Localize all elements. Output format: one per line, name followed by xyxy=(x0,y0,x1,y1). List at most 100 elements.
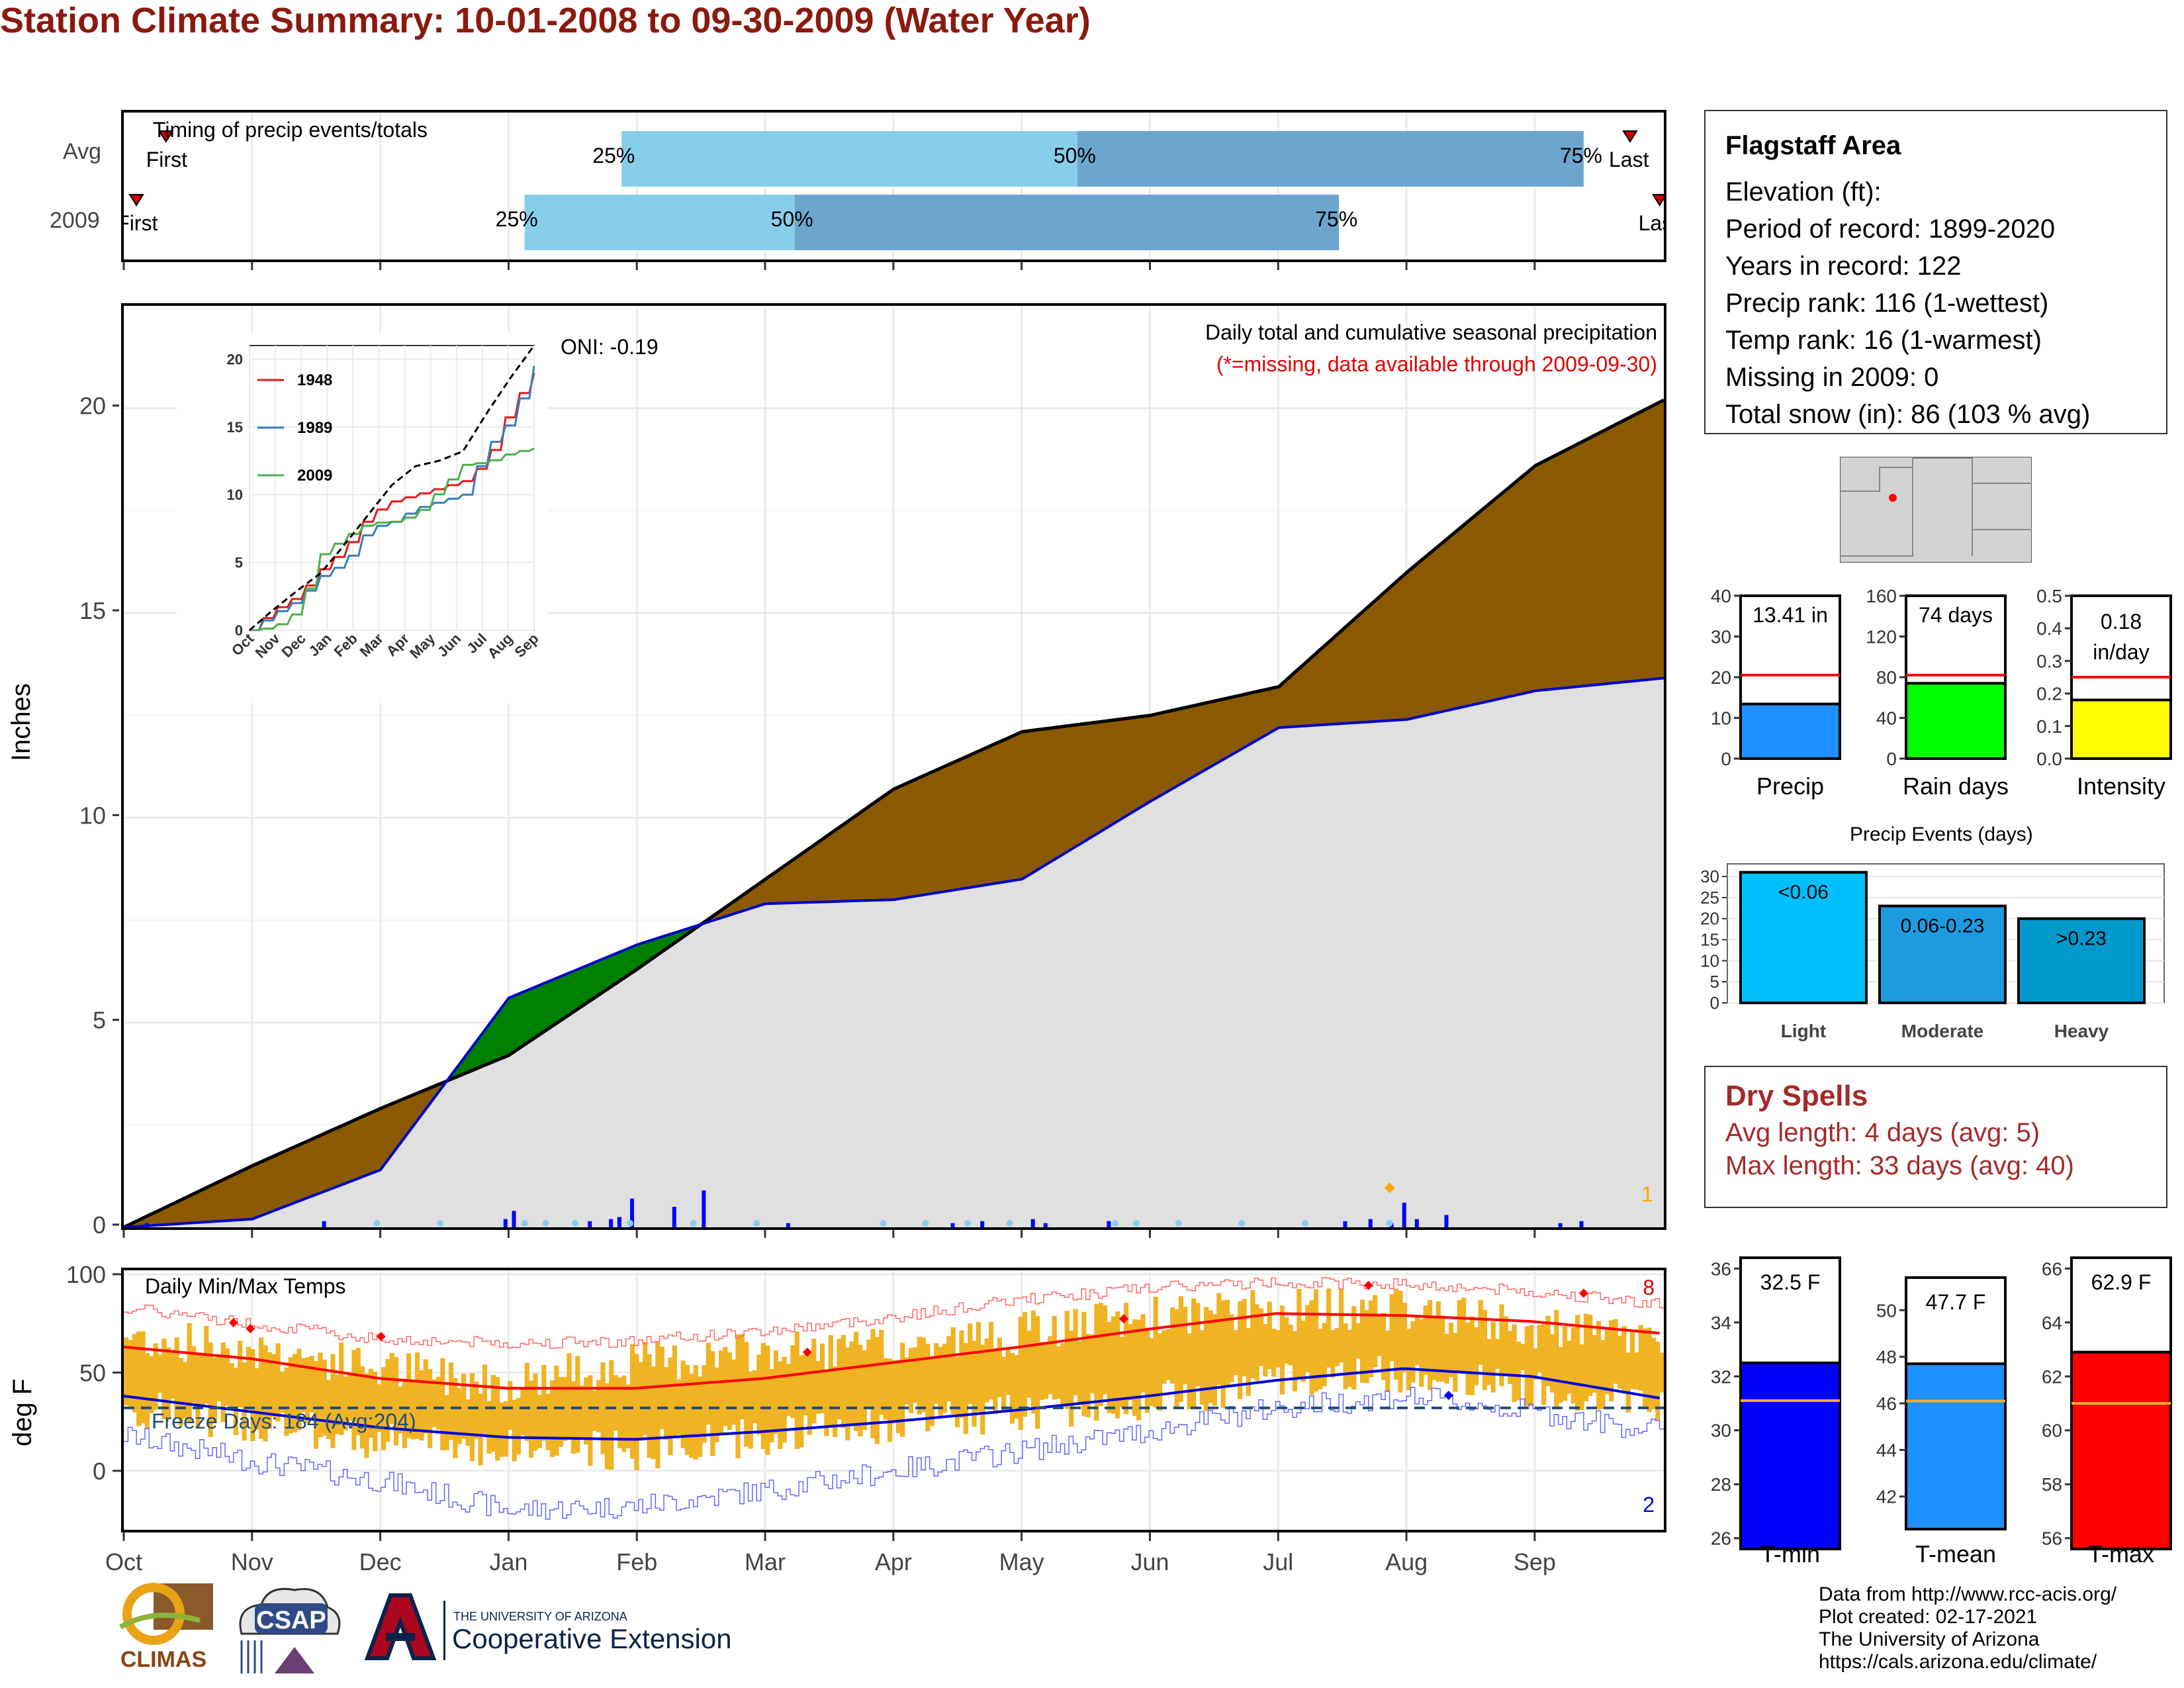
daily-temp-bar xyxy=(976,1322,981,1412)
daily-temp-bar xyxy=(1094,1304,1099,1421)
ua-logo xyxy=(364,1593,437,1660)
daily-temp-bar xyxy=(1048,1336,1053,1395)
record-high-marker xyxy=(1118,1314,1128,1324)
gauge-label-1: Rain days xyxy=(1903,773,2009,800)
avg-max-line xyxy=(124,1312,1660,1390)
daily-temp-bar xyxy=(934,1343,939,1404)
map-background xyxy=(1840,457,2032,563)
record-high-marker xyxy=(802,1347,812,1357)
events-tick-label: 10 xyxy=(1700,951,1719,970)
gauge-label-0: Precip xyxy=(1756,773,1824,800)
daily-temp-bar xyxy=(195,1354,201,1427)
temp-ytick-label: 100 xyxy=(66,1261,106,1288)
gauge-tick-label: 80 xyxy=(1876,667,1897,688)
temp-chart xyxy=(124,1270,1664,1530)
gauge-tick-label: 10 xyxy=(1711,708,1731,729)
gauge-tick-label: 0.2 xyxy=(2036,684,2062,704)
events-tick-label: 25 xyxy=(1700,888,1719,908)
daily-temp-bar xyxy=(1508,1331,1513,1384)
daily-temp-bar xyxy=(1432,1316,1437,1380)
precip-title: Daily total and cumulative seasonal prec… xyxy=(1205,320,1657,344)
daily-temp-bar xyxy=(1482,1309,1488,1390)
daily-precip-bar xyxy=(950,1223,955,1227)
daily-temp-bar xyxy=(1170,1307,1175,1384)
daily-snow-marker xyxy=(880,1220,887,1227)
inset-panel: 0 5 10 15 20 Oct Nov Dec Jan Feb Mar Apr May Jun Jul Au… xyxy=(177,332,547,703)
daily-temp-bar xyxy=(858,1344,863,1436)
daily-temp-bar xyxy=(520,1388,525,1435)
daily-temp-bar xyxy=(1014,1355,1019,1419)
daily-temp-bar xyxy=(238,1340,243,1408)
daily-temp-bar xyxy=(891,1360,897,1422)
daily-temp-bar xyxy=(132,1334,137,1413)
daily-temp-bar xyxy=(807,1351,812,1435)
daily-precip-bar xyxy=(609,1219,614,1227)
daily-temp-bar xyxy=(469,1373,475,1462)
inset-xtick-label: May xyxy=(406,630,438,661)
gauge-tick-label: 40 xyxy=(1711,586,1731,606)
daily-temp-bar xyxy=(609,1360,614,1470)
daily-temp-bar xyxy=(1297,1289,1302,1379)
daily-temp-bar xyxy=(1064,1311,1069,1409)
daily-temp-bar xyxy=(567,1353,572,1438)
daily-temp-bar xyxy=(1090,1334,1095,1393)
daily-temp-bar xyxy=(216,1356,222,1401)
daily-temp-bar xyxy=(1052,1315,1057,1400)
temp-xtick-label: Dec xyxy=(359,1548,402,1575)
daily-temp-bar xyxy=(638,1362,643,1441)
daily-temp-bar xyxy=(664,1367,669,1440)
daily-temp-bar xyxy=(423,1359,428,1434)
daily-temp-bar xyxy=(1503,1316,1508,1374)
daily-temp-bar xyxy=(879,1330,884,1415)
event-bar-moderate xyxy=(1878,904,2007,1004)
daily-temp-bar xyxy=(1385,1331,1390,1392)
daily-temp-bar xyxy=(140,1331,146,1424)
gauge-tick-label: 0 xyxy=(1721,749,1731,769)
station-details: Elevation (ft): Period of record: 1899-20… xyxy=(1725,173,2146,433)
daily-temp-bar xyxy=(1428,1300,1433,1390)
daily-temp-bar xyxy=(322,1360,327,1436)
daily-temp-bar xyxy=(752,1370,758,1423)
daily-temp-bar xyxy=(284,1367,289,1436)
daily-temp-bar xyxy=(1453,1333,1458,1392)
precip-ytick-label: 15 xyxy=(79,597,106,624)
tgauge-tick-label: 64 xyxy=(2042,1313,2062,1333)
daily-temp-bar xyxy=(1144,1327,1150,1413)
daily-temp-bar xyxy=(1271,1329,1277,1377)
event-bar-light xyxy=(1739,870,1868,1004)
daily-temp-bar xyxy=(799,1355,804,1448)
inset-xtick-label: Dec xyxy=(279,630,309,661)
daily-temp-bar xyxy=(1077,1340,1082,1403)
daily-temp-bar xyxy=(1212,1314,1217,1406)
precip-corner-value: 1 xyxy=(1641,1182,1653,1206)
inset-xtick-label: Apr xyxy=(383,630,413,660)
daily-temp-bar xyxy=(512,1399,517,1462)
daily-temp-bar xyxy=(1039,1341,1044,1400)
daily-temp-bar xyxy=(1613,1319,1618,1384)
events-title: Precip Events (days) xyxy=(1850,823,2033,845)
daily-temp-bar xyxy=(554,1365,559,1456)
daily-temp-bar xyxy=(389,1352,394,1425)
daily-temp-bar xyxy=(508,1381,513,1430)
daily-temp-bar xyxy=(1246,1328,1251,1396)
daily-temp-bar xyxy=(1655,1341,1661,1420)
precip-ytick-label: 0 xyxy=(93,1211,106,1238)
daily-temp-bar xyxy=(271,1354,277,1417)
daily-temp-bar xyxy=(377,1384,382,1432)
daily-temp-bar xyxy=(1549,1334,1555,1393)
daily-snow-marker xyxy=(572,1220,579,1227)
daily-temp-bar xyxy=(1005,1348,1011,1395)
daily-temp-bar xyxy=(444,1395,449,1450)
station-line-5: Missing in 2009: 0 xyxy=(1725,363,1939,392)
daily-precip-bar xyxy=(980,1221,985,1227)
daily-temp-bar xyxy=(1373,1295,1378,1368)
daily-temp-bar xyxy=(1596,1321,1602,1410)
daily-temp-bar xyxy=(778,1361,783,1449)
daily-temp-bar xyxy=(1119,1336,1124,1407)
csap-logo: CSAP xyxy=(239,1587,341,1673)
events-tick-label: 0 xyxy=(1710,993,1719,1013)
daily-temp-bar xyxy=(592,1391,597,1431)
daily-temp-bar xyxy=(1136,1319,1142,1421)
daily-temp-bar xyxy=(1529,1325,1534,1407)
daily-temp-bar xyxy=(499,1402,504,1457)
